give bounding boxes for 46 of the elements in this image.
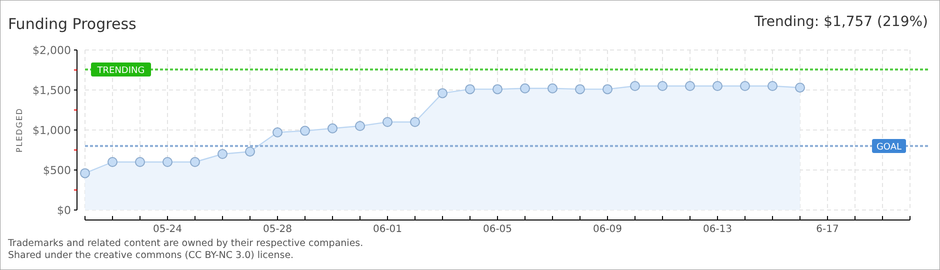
point: [108, 157, 118, 167]
point: [712, 81, 722, 91]
text: Trending: $1,757 (219%): [753, 14, 928, 30]
point: [740, 81, 750, 91]
point: [80, 168, 90, 178]
x-tick-label: 06-13: [702, 224, 732, 235]
y-tick-label: $0: [57, 204, 71, 217]
point: [272, 127, 282, 138]
x-tick-label: 05-24: [152, 224, 182, 235]
y-axis-title: PLEDGED: [15, 108, 24, 152]
x-tick-label: 06-01: [372, 224, 402, 235]
y-tick-label: $500: [43, 164, 71, 177]
point: [328, 123, 338, 134]
point: [795, 82, 805, 93]
point: [658, 81, 668, 91]
point: [492, 84, 502, 94]
point: [135, 157, 145, 167]
y-tick-label: $1,500: [32, 84, 71, 97]
ref-line-label: TRENDING: [96, 66, 145, 76]
point: [602, 84, 612, 94]
point: [218, 149, 228, 159]
point: [438, 88, 448, 98]
point: [575, 84, 585, 94]
ref-line-label: GOAL: [876, 142, 902, 152]
point: [410, 117, 420, 127]
y-tick-label: $2,000: [32, 44, 71, 57]
point: [355, 121, 365, 131]
point: [245, 146, 255, 157]
point: [162, 157, 172, 167]
point: [190, 157, 200, 167]
point: [300, 126, 310, 136]
point: [685, 81, 695, 91]
point: [630, 81, 640, 91]
point: [768, 81, 778, 91]
x-tick-label: 06-05: [482, 224, 512, 235]
x-tick-label: 06-09: [592, 224, 622, 235]
point: [548, 83, 558, 94]
text: Shared under the creative commons (CC BY-NC 3.0) license.: [8, 250, 294, 261]
point: [465, 84, 475, 94]
chart-title: Funding Progress: [8, 15, 137, 33]
point: [520, 83, 530, 94]
x-tick-label: 6-17: [816, 224, 839, 235]
text: Trademarks and related content are owned by their respective companies.: [7, 238, 364, 249]
x-tick-label: 05-28: [262, 224, 292, 235]
point: [382, 117, 392, 127]
y-tick-label: $1,000: [32, 124, 71, 137]
